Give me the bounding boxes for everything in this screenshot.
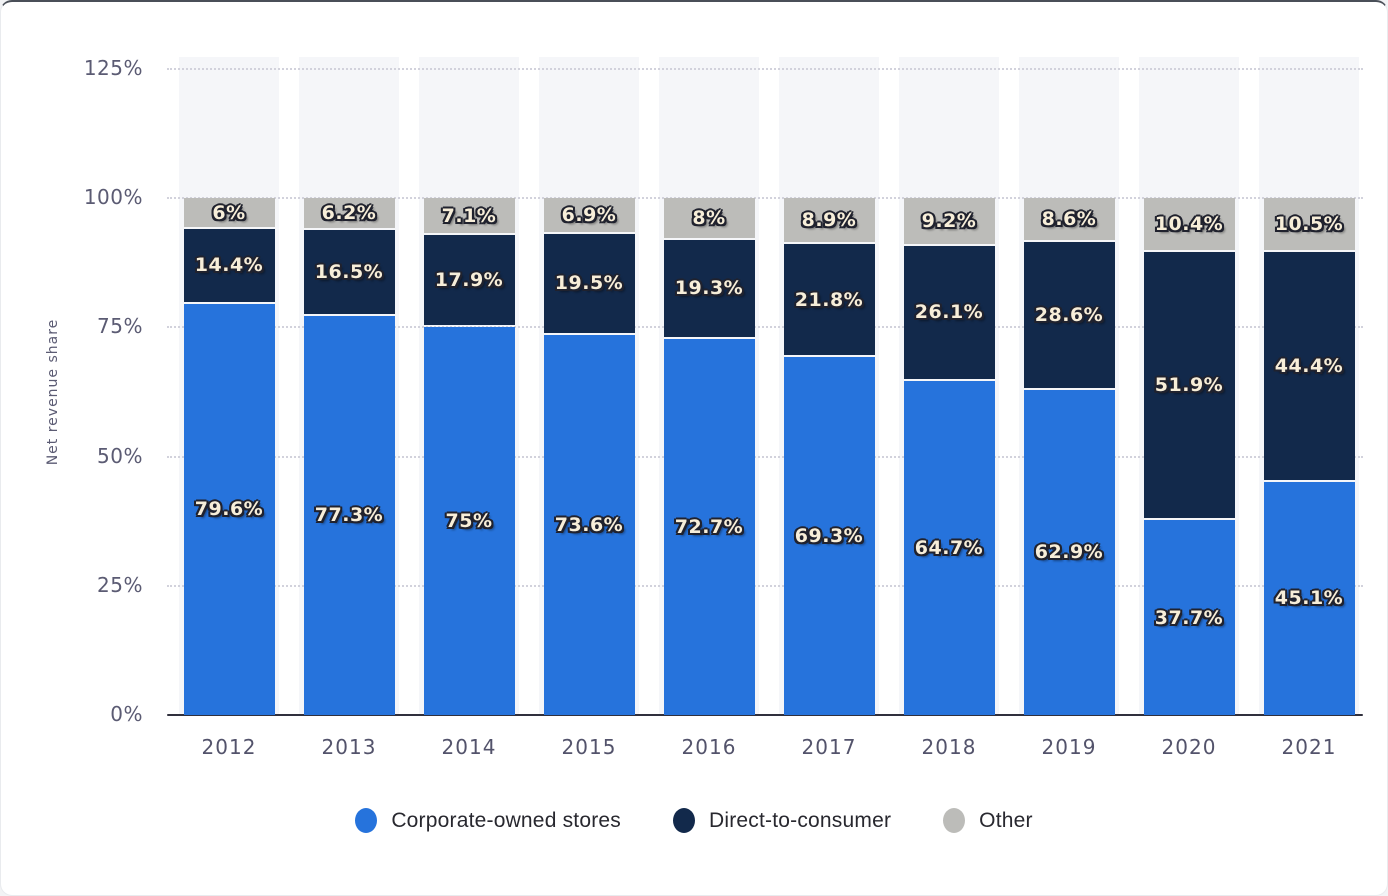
bar-value-label: 44.4% — [1274, 355, 1344, 378]
bar-segment-2016-Other[interactable]: 8% — [663, 198, 755, 238]
bar-value-label: 16.5% — [314, 260, 384, 283]
bar-value-label: 14.4% — [194, 254, 264, 277]
bar-value-label: 10.5% — [1274, 213, 1344, 236]
bar-segment-2018-Direct-to-consumer[interactable]: 26.1% — [903, 245, 995, 379]
legend-item-Corporate-owned stores[interactable]: Corporate-owned stores — [355, 808, 621, 833]
legend-dot-icon — [673, 808, 695, 833]
x-tick-2016: 2016 — [681, 735, 737, 759]
bar-segment-2021-Corporate-owned stores[interactable]: 45.1% — [1263, 481, 1355, 715]
y-tick-25%: 25% — [97, 572, 143, 597]
bar-value-label: 37.7% — [1154, 606, 1224, 629]
bar-segment-2020-Direct-to-consumer[interactable]: 51.9% — [1143, 251, 1235, 519]
bar-value-label: 69.3% — [794, 524, 864, 547]
bar-value-label: 45.1% — [1274, 587, 1344, 610]
gridline-50% — [167, 455, 1363, 458]
bar-value-label: 73.6% — [554, 513, 624, 536]
bar-value-label: 19.3% — [674, 277, 744, 300]
bar-segment-2016-Corporate-owned stores[interactable]: 72.7% — [663, 339, 755, 715]
bar-value-label: 6.9% — [561, 204, 617, 227]
bar-value-label: 28.6% — [1034, 304, 1104, 327]
y-tick-125%: 125% — [83, 56, 143, 80]
bar-segment-2018-Other[interactable]: 9.2% — [903, 198, 995, 244]
bar-segment-2019-Other[interactable]: 8.6% — [1023, 197, 1115, 241]
bar-value-label: 6.2% — [321, 202, 377, 225]
gridline-75% — [167, 326, 1363, 329]
bar-segment-2020-Other[interactable]: 10.4% — [1143, 198, 1235, 250]
bar-segment-2021-Other[interactable]: 10.5% — [1263, 198, 1355, 251]
bar-segment-2018-Corporate-owned stores[interactable]: 64.7% — [903, 380, 995, 715]
x-tick-2019: 2019 — [1041, 735, 1097, 759]
legend-item-Direct-to-consumer[interactable]: Direct-to-consumer — [673, 808, 891, 833]
bar-segment-2017-Corporate-owned stores[interactable]: 69.3% — [783, 356, 875, 715]
legend-label: Direct-to-consumer — [709, 808, 892, 832]
bar-segment-2012-Corporate-owned stores[interactable]: 79.6% — [183, 303, 275, 715]
x-tick-2017: 2017 — [801, 735, 857, 759]
y-tick-100%: 100% — [83, 185, 143, 210]
gridline-100% — [167, 197, 1363, 200]
bar-segment-2015-Corporate-owned stores[interactable]: 73.6% — [543, 334, 635, 715]
bar-value-label: 72.7% — [674, 516, 744, 539]
bar-segment-2013-Corporate-owned stores[interactable]: 77.3% — [303, 315, 395, 715]
y-tick-0%: 0% — [110, 702, 143, 726]
x-axis-line — [167, 714, 1363, 716]
bar-value-label: 21.8% — [794, 288, 864, 311]
bar-segment-2015-Direct-to-consumer[interactable]: 19.5% — [543, 233, 635, 333]
bar-value-label: 8% — [692, 206, 726, 229]
x-tick-2018: 2018 — [921, 735, 977, 759]
bar-value-label: 8.9% — [801, 209, 857, 232]
bar-value-label: 7.1% — [441, 204, 497, 227]
legend-item-Other[interactable]: Other — [943, 808, 1033, 833]
x-tick-2020: 2020 — [1161, 735, 1217, 759]
legend-label: Corporate-owned stores — [391, 808, 621, 832]
gridline-125% — [167, 68, 1363, 70]
bar-value-label: 75% — [445, 510, 493, 533]
bar-value-label: 62.9% — [1034, 541, 1104, 564]
x-tick-2012: 2012 — [201, 735, 257, 759]
bar-segment-2013-Direct-to-consumer[interactable]: 16.5% — [303, 230, 395, 314]
bar-value-label: 6% — [212, 201, 246, 224]
legend-dot-icon — [355, 808, 378, 833]
bar-value-label: 64.7% — [914, 536, 984, 559]
bar-segment-2016-Direct-to-consumer[interactable]: 19.3% — [663, 239, 755, 338]
bar-segment-2014-Corporate-owned stores[interactable]: 75% — [423, 327, 515, 715]
bar-segment-2020-Corporate-owned stores[interactable]: 37.7% — [1143, 520, 1235, 715]
bar-value-label: 10.4% — [1154, 213, 1224, 236]
x-tick-2015: 2015 — [561, 735, 617, 759]
gridline-25% — [167, 584, 1363, 587]
y-axis-title: Net revenue share — [45, 318, 61, 466]
y-tick-75%: 75% — [97, 314, 143, 339]
y-tick-50%: 50% — [97, 443, 143, 468]
legend-dot-icon — [943, 808, 966, 833]
bar-value-label: 51.9% — [1154, 374, 1224, 397]
bar-segment-2012-Direct-to-consumer[interactable]: 14.4% — [183, 229, 275, 302]
bar-value-label: 8.6% — [1041, 207, 1097, 230]
x-tick-2013: 2013 — [321, 735, 377, 759]
legend-label: Other — [979, 808, 1033, 832]
bar-value-label: 19.5% — [554, 272, 624, 295]
bar-segment-2017-Direct-to-consumer[interactable]: 21.8% — [783, 244, 875, 355]
bar-value-label: 9.2% — [921, 209, 977, 232]
bar-segment-2013-Other[interactable]: 6.2% — [303, 198, 395, 229]
x-tick-2021: 2021 — [1281, 735, 1337, 759]
bar-value-label: 79.6% — [194, 498, 264, 521]
bar-segment-2019-Direct-to-consumer[interactable]: 28.6% — [1023, 242, 1115, 388]
bar-segment-2014-Direct-to-consumer[interactable]: 17.9% — [423, 234, 515, 326]
legend: Corporate-owned stores Direct-to-consumer… — [1, 808, 1387, 833]
bar-segment-2014-Other[interactable]: 7.1% — [423, 198, 515, 233]
bar-segment-2015-Other[interactable]: 6.9% — [543, 198, 635, 232]
bar-segment-2012-Other[interactable]: 6% — [183, 198, 275, 228]
bar-segment-2021-Direct-to-consumer[interactable]: 44.4% — [1263, 252, 1355, 480]
bar-value-label: 26.1% — [914, 301, 984, 324]
bar-value-label: 77.3% — [314, 504, 384, 527]
bar-value-label: 17.9% — [434, 269, 504, 292]
x-tick-2014: 2014 — [441, 735, 497, 759]
bar-segment-2019-Corporate-owned stores[interactable]: 62.9% — [1023, 389, 1115, 715]
bar-segment-2017-Other[interactable]: 8.9% — [783, 198, 875, 243]
